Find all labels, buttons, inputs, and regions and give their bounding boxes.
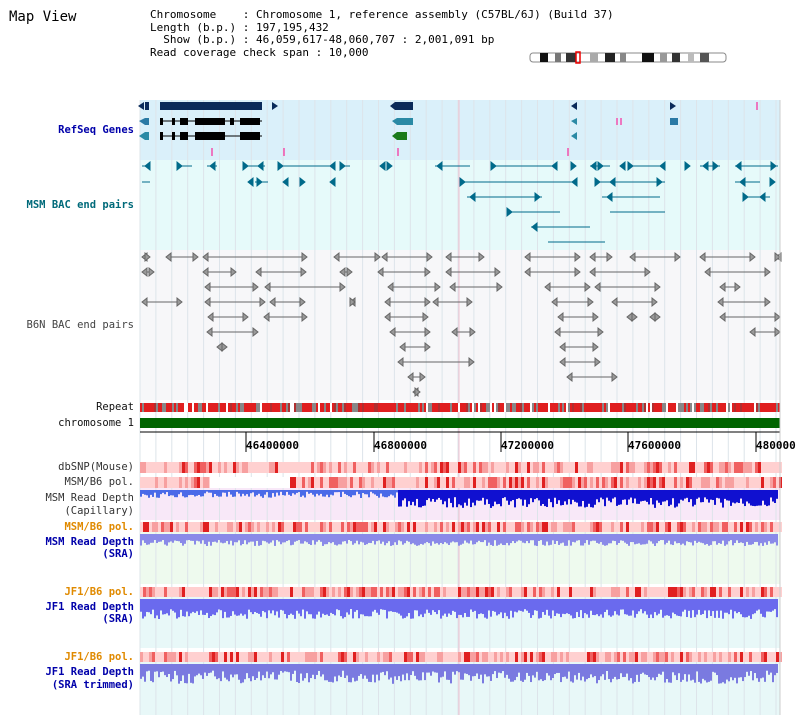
info-span: Read coverage check span : 10,000 (150, 45, 369, 59)
info-show: Show (b.p.) : 46,059,617-48,060,707 : 2,… (150, 33, 495, 46)
axis-tick-label: 47600000 (628, 439, 681, 452)
b6n-bac-track[interactable] (141, 251, 782, 398)
axis-tick-label: 46400000 (246, 439, 299, 452)
b6n-bac-label[interactable]: B6N BAC end pairs (26, 319, 134, 331)
refseq-genes-track[interactable] (138, 102, 758, 156)
dbsnp-label: dbSNP(Mouse) (58, 461, 134, 473)
chromosome-info: Chromosome : Chromosome 1, reference ass… (150, 8, 614, 59)
msm-depth-cap-label: MSM Read Depth (45, 492, 134, 504)
msm-depth-sra-label: MSM Read Depth (45, 536, 134, 548)
axis-tick-label: 46800000 (374, 439, 427, 452)
jf1-depth-sra-label: JF1 Read Depth (45, 601, 134, 613)
jf1-depth-trim-label: JF1 Read Depth (45, 666, 134, 678)
info-length: Length (b.p.) : 197,195,432 (150, 20, 329, 34)
jf1-depth-sra-sub: (SRA) (102, 613, 134, 625)
repeat-track[interactable] (140, 403, 780, 412)
msm-bac-label[interactable]: MSM BAC end pairs (26, 199, 134, 211)
axis-tick-label: 480000 (756, 439, 796, 452)
b6n-bac-bg (140, 250, 780, 400)
refseq-genes-label[interactable]: RefSeq Genes (58, 124, 134, 136)
msm-depth-cap-sub: (Capillary) (64, 505, 134, 517)
position-axis (140, 431, 780, 452)
chromosome-label: chromosome 1 (58, 417, 134, 429)
jf1-b6-pol2-label: JF1/B6 pol. (64, 651, 134, 663)
read-depth-tracks[interactable] (140, 490, 778, 684)
msm-b6-pol2-label: MSM/B6 pol. (64, 521, 134, 533)
msm-bac-track[interactable] (142, 160, 778, 243)
jf1-depth-trim-sub: (SRA trimmed) (51, 679, 134, 691)
polymorphism-tracks[interactable] (140, 462, 782, 662)
repeat-label: Repeat (96, 401, 134, 413)
axis-tick-label: 47200000 (501, 439, 554, 452)
msm-bac-bg (140, 160, 780, 250)
msm-depth-sra-sub: (SRA) (102, 548, 134, 560)
msm-b6-pol-label: MSM/B6 pol. (64, 476, 134, 488)
page-title: Map View (9, 9, 77, 25)
chromosome-ideogram[interactable] (529, 51, 727, 64)
chromosome-bar[interactable] (140, 418, 780, 428)
info-chromosome: Chromosome : Chromosome 1, reference ass… (150, 8, 614, 21)
jf1-b6-pol-label: JF1/B6 pol. (64, 586, 134, 598)
